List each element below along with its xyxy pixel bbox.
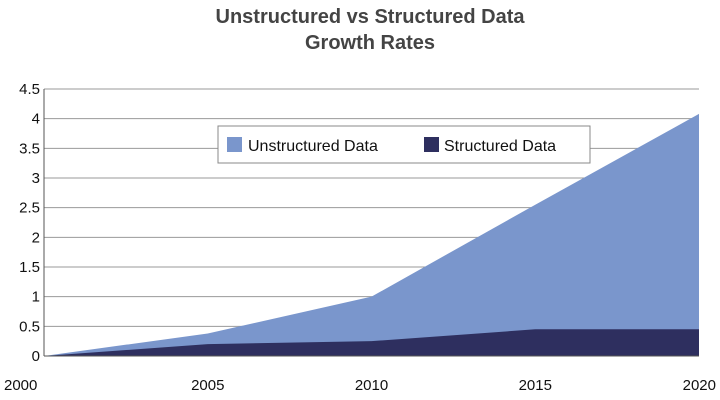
area-series — [44, 113, 699, 356]
x-tick-label: 2020 — [683, 377, 716, 394]
y-tick-label: 1.5 — [19, 259, 40, 276]
y-tick-label: 3.5 — [19, 140, 40, 157]
x-tick-label: 2015 — [519, 377, 552, 394]
legend-swatch-structured — [424, 137, 439, 152]
x-tick-label: 2010 — [355, 377, 388, 394]
x-tick-label: 2005 — [191, 377, 224, 394]
x-axis-ticks: 2000 2005 2010 2015 2020 — [4, 377, 716, 394]
legend-label-structured: Structured Data — [444, 138, 556, 155]
y-tick-label: 4.5 — [19, 81, 40, 98]
legend-swatch-unstructured — [227, 137, 242, 152]
y-tick-label: 0 — [32, 348, 40, 365]
chart-title: Unstructured vs Structured Data Growth R… — [0, 4, 720, 56]
axes — [43, 89, 699, 357]
legend-box — [217, 125, 591, 164]
x-tick-label: 2000 — [4, 377, 37, 394]
y-tick-label: 3 — [32, 170, 40, 187]
y-tick-label: 2.5 — [19, 200, 40, 217]
legend-label-unstructured: Unstructured Data — [248, 138, 378, 155]
y-axis-ticks: 0 0.5 1 1.5 2 2.5 3 3.5 4 4.5 — [19, 81, 40, 365]
unstructured-data-area — [44, 113, 699, 356]
y-tick-label: 2 — [32, 229, 40, 246]
chart-title-line1: Unstructured vs Structured Data — [215, 6, 525, 28]
y-tick-label: 4 — [32, 111, 40, 128]
chart-title-line2: Growth Rates — [304, 32, 436, 54]
legend: Unstructured Data Structured Data — [217, 125, 591, 164]
y-tick-label: 0.5 — [19, 318, 40, 335]
y-tick-label: 1 — [32, 289, 40, 306]
structured-data-area — [44, 329, 699, 356]
